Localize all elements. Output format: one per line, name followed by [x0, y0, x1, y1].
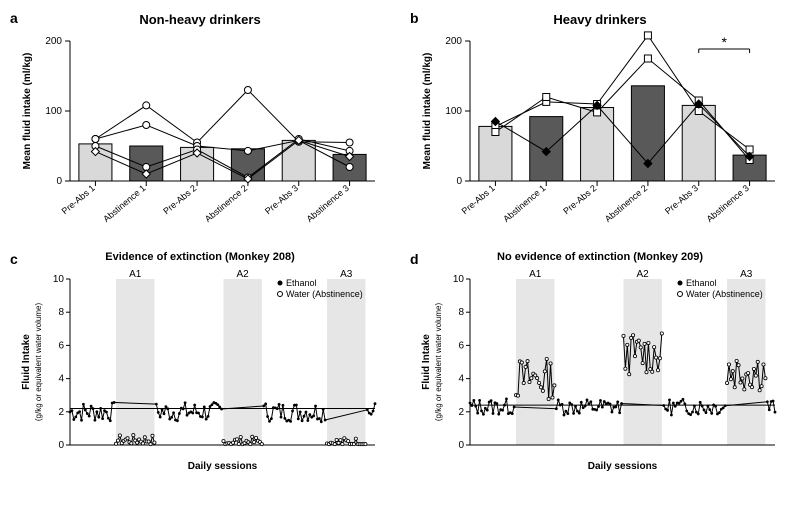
- svg-text:Abstinence 1: Abstinence 1: [501, 183, 547, 224]
- svg-text:200: 200: [45, 36, 62, 47]
- svg-text:(g/kg or equivalent water volu: (g/kg or equivalent water volume): [434, 303, 443, 422]
- svg-text:Pre-Abs 1: Pre-Abs 1: [460, 183, 497, 216]
- svg-text:Abstinence 1: Abstinence 1: [101, 183, 147, 224]
- panel-b-label: b: [410, 10, 419, 26]
- panel-a-title: Non-heavy drinkers: [10, 12, 390, 27]
- svg-text:100: 100: [445, 106, 462, 117]
- svg-text:2: 2: [58, 407, 64, 418]
- svg-text:0: 0: [56, 176, 62, 187]
- panel-d-title: No evidence of extinction (Monkey 209): [410, 251, 790, 263]
- panel-a: a Non-heavy drinkers 0 100 200 Mean fluid i…: [10, 10, 390, 241]
- svg-text:Abstinence 3: Abstinence 3: [705, 183, 751, 224]
- svg-text:Ethanol: Ethanol: [686, 278, 717, 288]
- svg-text:A3: A3: [740, 269, 753, 280]
- panel-d-label: d: [410, 251, 419, 267]
- svg-text:6: 6: [58, 340, 64, 351]
- svg-text:0: 0: [456, 176, 462, 187]
- panel-a-label: a: [10, 10, 18, 26]
- svg-text:A1: A1: [129, 269, 142, 280]
- svg-text:Fluid Intake: Fluid Intake: [21, 334, 32, 390]
- figure-grid: a Non-heavy drinkers 0100200Mean fluid i…: [10, 10, 790, 475]
- svg-text:Daily sessions: Daily sessions: [588, 461, 658, 472]
- svg-text:0: 0: [58, 440, 64, 451]
- svg-text:Ethanol: Ethanol: [286, 278, 317, 288]
- svg-text:0: 0: [458, 440, 464, 451]
- svg-text:6: 6: [458, 340, 464, 351]
- svg-text:A2: A2: [637, 269, 650, 280]
- svg-text:Fluid Intake: Fluid Intake: [421, 334, 432, 390]
- svg-text:Pre-Abs 3: Pre-Abs 3: [263, 183, 300, 216]
- svg-text:200: 200: [445, 36, 462, 47]
- svg-text:Abstinence 3: Abstinence 3: [305, 183, 351, 224]
- svg-text:Abstinence 2: Abstinence 2: [603, 183, 649, 224]
- svg-text:10: 10: [53, 274, 65, 285]
- panel-c: c Evidence of extinction (Monkey 208) A1…: [10, 251, 390, 475]
- panel-a-chart: 0 100 200 Mean fluid intake (ml/kg) Pre-Abs …: [15, 31, 385, 241]
- svg-text:Pre-Abs 1: Pre-Abs 1: [60, 183, 97, 216]
- svg-text:4: 4: [58, 374, 64, 385]
- svg-text:8: 8: [58, 307, 64, 318]
- panel-d: d No evidence of extinction (Monkey 209)…: [410, 251, 790, 475]
- panel-b-title: Heavy drinkers: [410, 12, 790, 27]
- svg-text:Mean fluid intake (ml/kg): Mean fluid intake (ml/kg): [422, 53, 433, 170]
- svg-text:Daily sessions: Daily sessions: [188, 461, 258, 472]
- svg-text:2: 2: [458, 407, 464, 418]
- svg-text:10: 10: [453, 274, 465, 285]
- panel-c-label: c: [10, 251, 18, 267]
- svg-text:Pre-Abs 3: Pre-Abs 3: [663, 183, 700, 216]
- panel-d-chart: A1 A2 A3 0 2 4 6 8 10 Fluid Intake(g/kg or equiva…: [415, 265, 785, 475]
- panel-b-chart: 0 100 200 Mean fluid intake (ml/kg) Pre-Abs …: [415, 31, 785, 241]
- panel-c-chart: A1 A2 A3 0 2 4 6 8 10 Fluid Intake(g/kg or equiva…: [15, 265, 385, 475]
- svg-text:4: 4: [458, 374, 464, 385]
- svg-text:100: 100: [45, 106, 62, 117]
- panel-b: b Heavy drinkers 0 100 200 Mean fluid intak…: [410, 10, 790, 241]
- svg-text:8: 8: [458, 307, 464, 318]
- svg-text:(g/kg or equivalent water volu: (g/kg or equivalent water volume): [34, 303, 43, 422]
- panel-c-title: Evidence of extinction (Monkey 208): [10, 251, 390, 263]
- svg-text:A3: A3: [340, 269, 353, 280]
- svg-text:Pre-Abs 2: Pre-Abs 2: [161, 183, 198, 216]
- svg-text:Abstinence 2: Abstinence 2: [203, 183, 249, 224]
- svg-text:A1: A1: [529, 269, 542, 280]
- svg-text:Water (Abstinence): Water (Abstinence): [286, 289, 363, 299]
- svg-text:A2: A2: [237, 269, 250, 280]
- svg-text:Pre-Abs 2: Pre-Abs 2: [561, 183, 598, 216]
- svg-text:*: *: [721, 34, 727, 50]
- svg-text:Mean fluid intake (ml/kg): Mean fluid intake (ml/kg): [22, 53, 33, 170]
- svg-text:Water (Abstinence): Water (Abstinence): [686, 289, 763, 299]
